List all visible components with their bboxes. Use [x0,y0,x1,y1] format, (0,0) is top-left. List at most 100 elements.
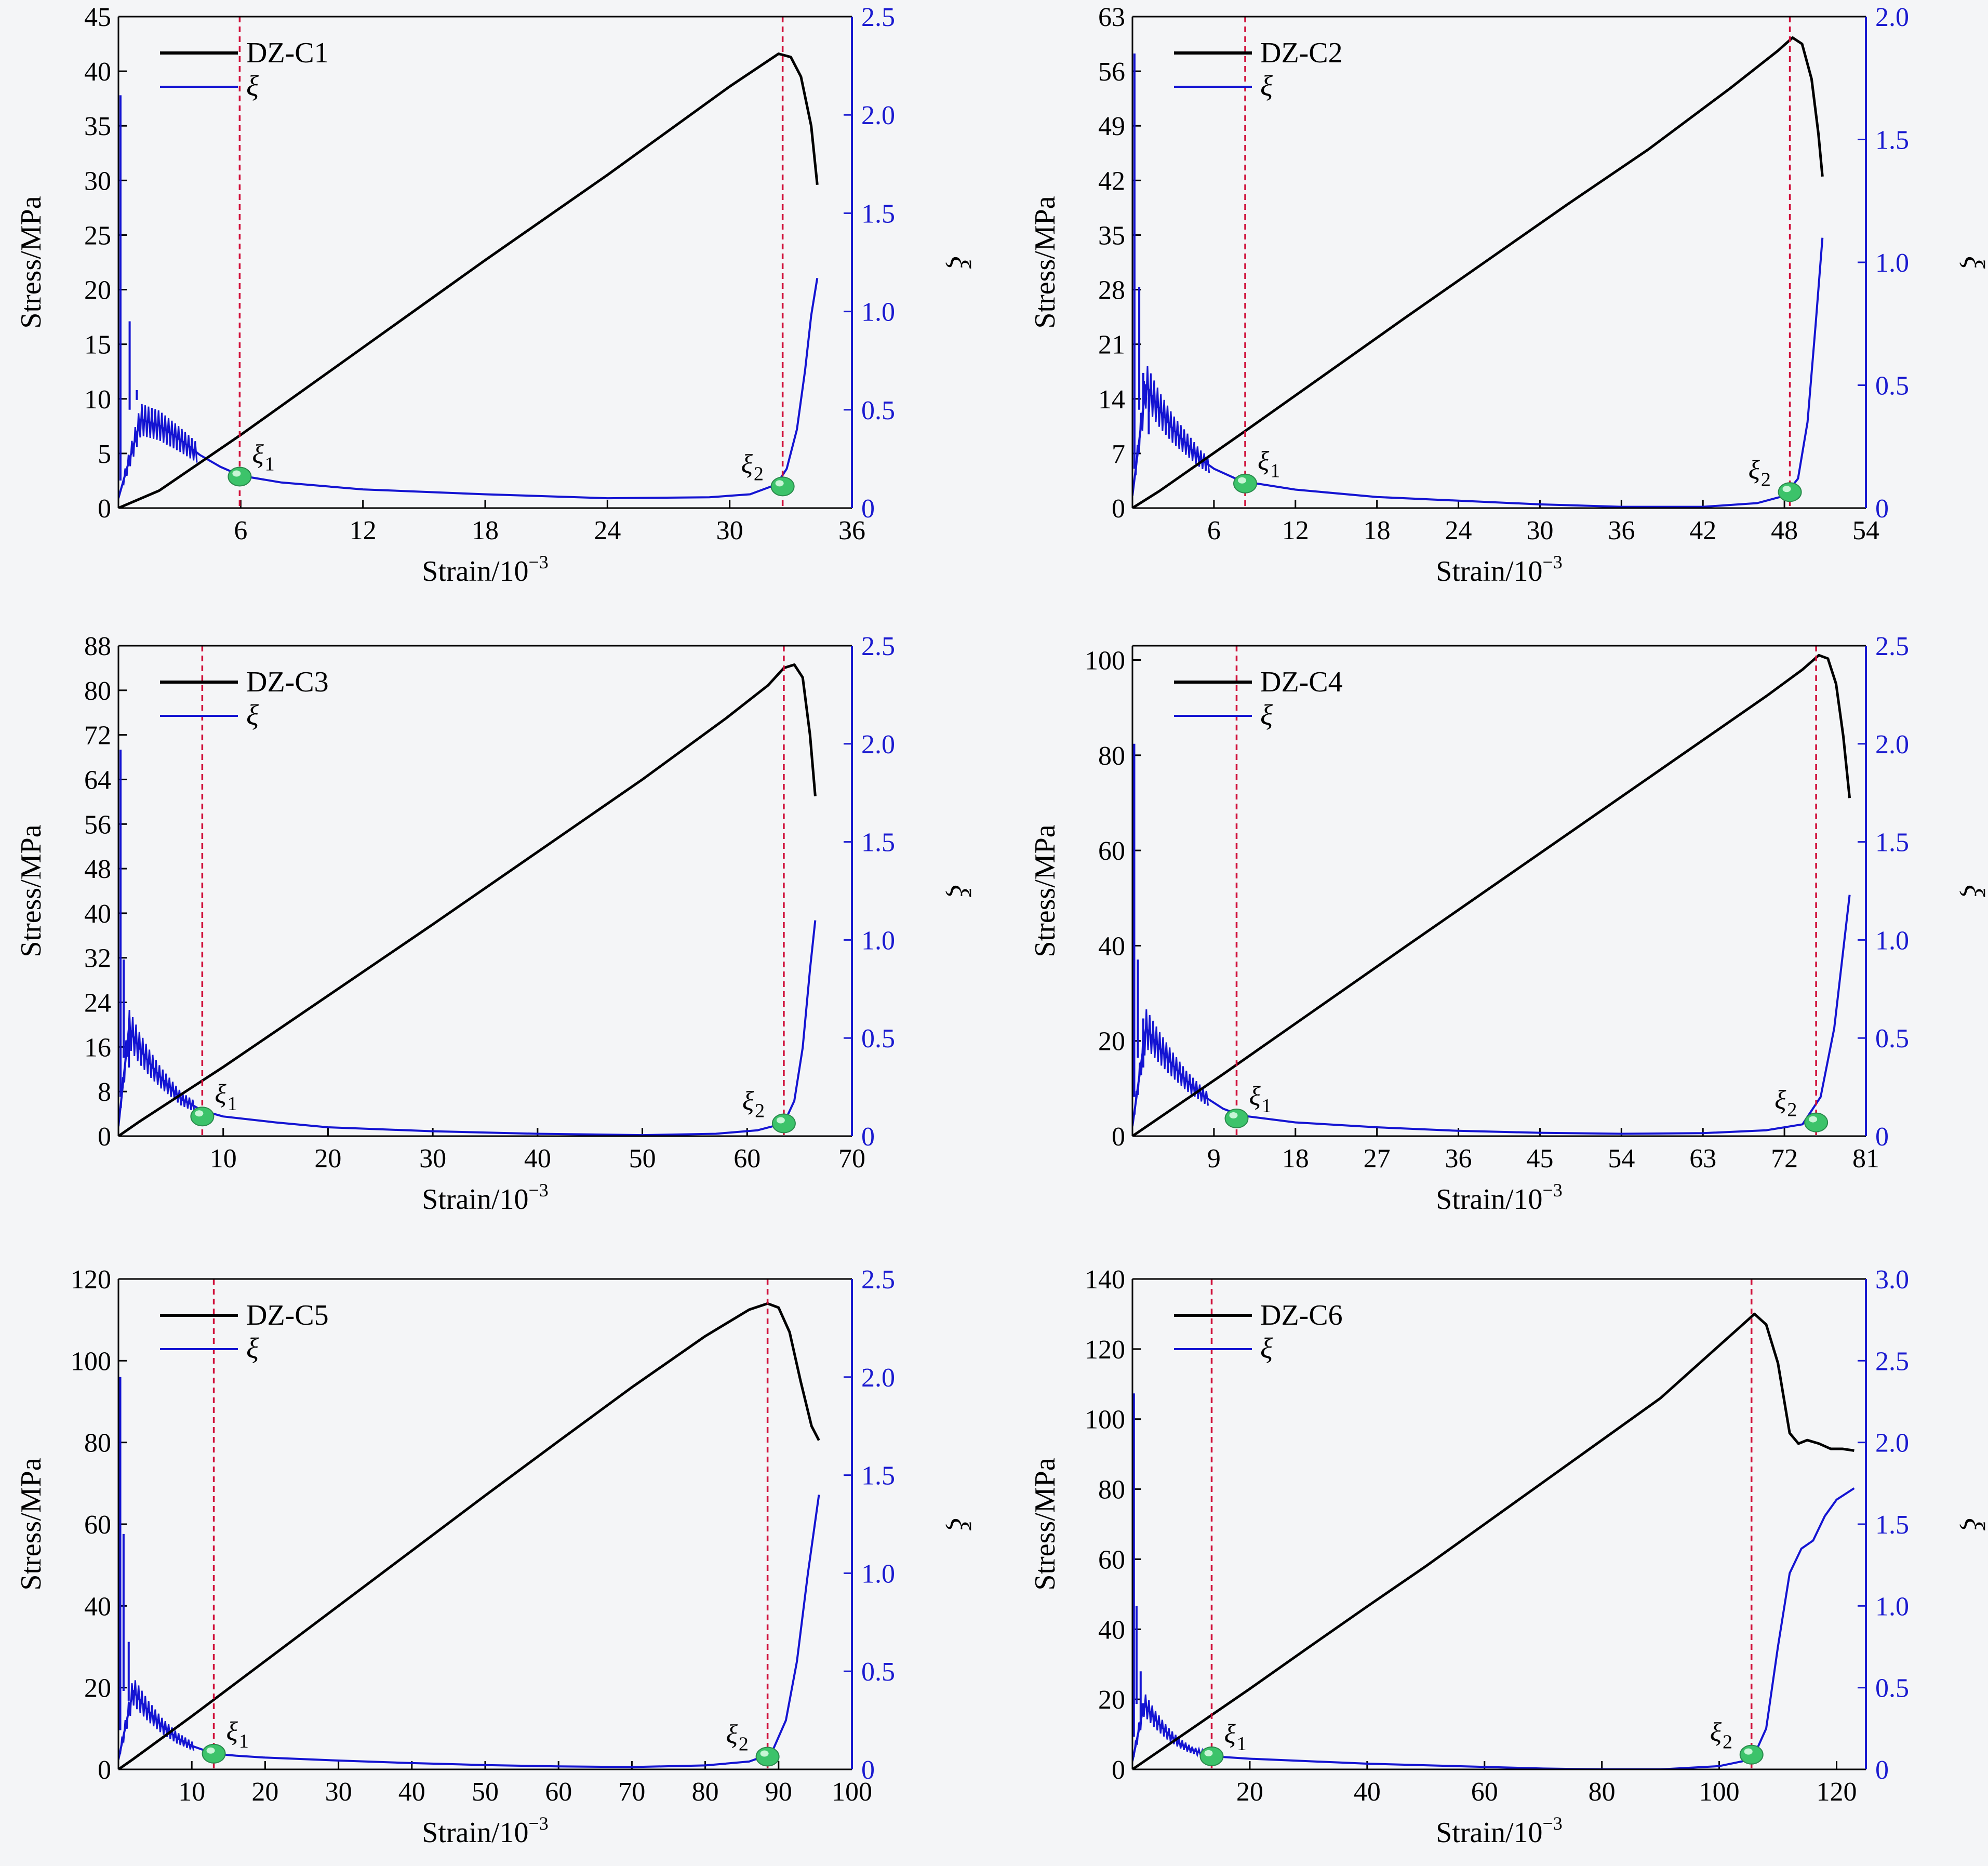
x-tick-label: 40 [1354,1777,1381,1807]
y2-tick-label: 2.5 [1875,1347,1909,1376]
x-tick-label: 80 [692,1777,719,1807]
y-tick-label: 100 [1085,646,1125,675]
y-tick-label: 8 [98,1077,111,1107]
y-axis-label: Stress/MPa [1029,196,1061,328]
y-tick-label: 140 [1085,1265,1125,1295]
x-tick-label: 100 [832,1777,872,1807]
x-tick-label: 50 [472,1777,499,1807]
y2-tick-label: 1.0 [1875,248,1909,278]
legend-label-xi: ξ [246,1332,259,1365]
y-tick-label: 64 [84,765,111,795]
y-axis-label: Stress/MPa [15,1458,47,1590]
legend-label-xi: ξ [246,70,259,102]
y-tick-label: 60 [1098,1545,1125,1575]
y2-tick-label: 2.0 [861,1363,895,1393]
threshold-label-1: ξ1 [226,1717,249,1752]
y-tick-label: 0 [98,1122,111,1152]
threshold-label-1: ξ1 [1249,1082,1271,1117]
y-tick-label: 28 [1098,276,1125,305]
threshold-label-sub: 2 [754,463,764,485]
y-tick-label: 80 [1098,741,1125,771]
y-tick-label: 60 [84,1510,111,1540]
threshold-point-highlight [1809,1116,1818,1123]
x-axis-label-exponent: −3 [1543,552,1563,572]
x-tick-label: 60 [545,1777,572,1807]
y-tick-label: 120 [71,1265,111,1295]
legend-label-stress: DZ-C5 [246,1299,329,1331]
threshold-point-highlight [195,1110,204,1117]
y2-tick-label: 0 [861,1122,875,1152]
x-axis-label-exponent: −3 [1543,1180,1563,1201]
y-axis-label: Stress/MPa [1029,1458,1061,1590]
threshold-point-1 [1233,473,1258,494]
legend-label-stress: DZ-C4 [1260,666,1343,698]
y-tick-label: 72 [84,721,111,751]
y-tick-label: 63 [1098,3,1125,32]
xi-series-line [1132,895,1851,1135]
y-tick-label: 20 [84,1674,111,1703]
threshold-label-1: ξ1 [1224,1720,1246,1755]
threshold-label-2: ξ2 [742,1086,765,1122]
threshold-label-sub: 2 [755,1100,765,1122]
x-tick-label: 80 [1589,1777,1616,1807]
threshold-label-2: ξ2 [1710,1718,1732,1753]
threshold-point-1 [1224,1109,1249,1129]
y-tick-label: 42 [1098,166,1125,196]
y-tick-label: 45 [84,3,111,32]
y2-tick-label: 0.5 [861,396,895,425]
x-tick-label: 120 [1817,1777,1857,1807]
x-tick-label: 40 [398,1777,425,1807]
x-tick-label: 30 [419,1144,446,1174]
y-tick-label: 40 [84,899,111,929]
threshold-point-2 [755,1747,780,1767]
stress-series-line [118,663,817,1136]
y-tick-label: 40 [1098,1615,1125,1645]
stress-series-line [1132,654,1851,1136]
x-tick-label: 36 [1608,516,1635,545]
y-tick-label: 32 [84,944,111,974]
xi-fluctuation [123,404,198,486]
legend-label-stress: DZ-C3 [246,666,329,698]
threshold-label-1: ξ1 [215,1079,237,1115]
y-tick-label: 35 [84,112,111,141]
x-tick-label: 90 [765,1777,792,1807]
threshold-label-1: ξ1 [252,439,274,475]
y2-tick-label: 0 [861,494,875,524]
plot-area [1132,1279,1855,1769]
threshold-label-sub: 1 [265,453,275,475]
x-tick-label: 20 [314,1144,341,1174]
x-tick-label: 6 [234,516,247,545]
x-tick-label: 18 [472,516,499,545]
x-tick-label: 10 [210,1144,237,1174]
threshold-label-sub: 1 [1262,1095,1272,1117]
y2-tick-label: 1.5 [861,828,895,858]
y-tick-label: 40 [84,1592,111,1621]
y-tick-label: 0 [98,1755,111,1785]
x-tick-label: 12 [350,516,377,545]
x-axis-label-exponent: −3 [529,1180,549,1201]
x-tick-label: 72 [1771,1144,1798,1174]
y-tick-label: 16 [84,1033,111,1062]
y-tick-label: 40 [84,57,111,87]
x-tick-label: 30 [325,1777,352,1807]
y2-tick-label: 0.5 [1875,371,1909,401]
threshold-label-2: ξ2 [1749,455,1771,490]
y2-tick-label: 3.0 [1875,1265,1909,1295]
threshold-label-1: ξ1 [1258,447,1280,482]
x-tick-label: 50 [629,1144,656,1174]
threshold-label-sub: 2 [1723,1731,1732,1753]
threshold-point-highlight [776,1117,785,1124]
threshold-point-highlight [775,480,784,487]
y2-tick-label: 2.0 [861,101,895,130]
legend-label-xi: ξ [1260,699,1273,731]
legend-label-stress: DZ-C6 [1260,1299,1343,1331]
y-axis-label: Stress/MPa [15,196,47,328]
threshold-point-2 [771,1113,796,1134]
x-axis-label: Strain/10−3 [1436,1180,1563,1216]
threshold-point-1 [228,466,252,487]
y-tick-label: 20 [1098,1027,1125,1057]
y2-tick-label: 1.5 [861,1461,895,1491]
